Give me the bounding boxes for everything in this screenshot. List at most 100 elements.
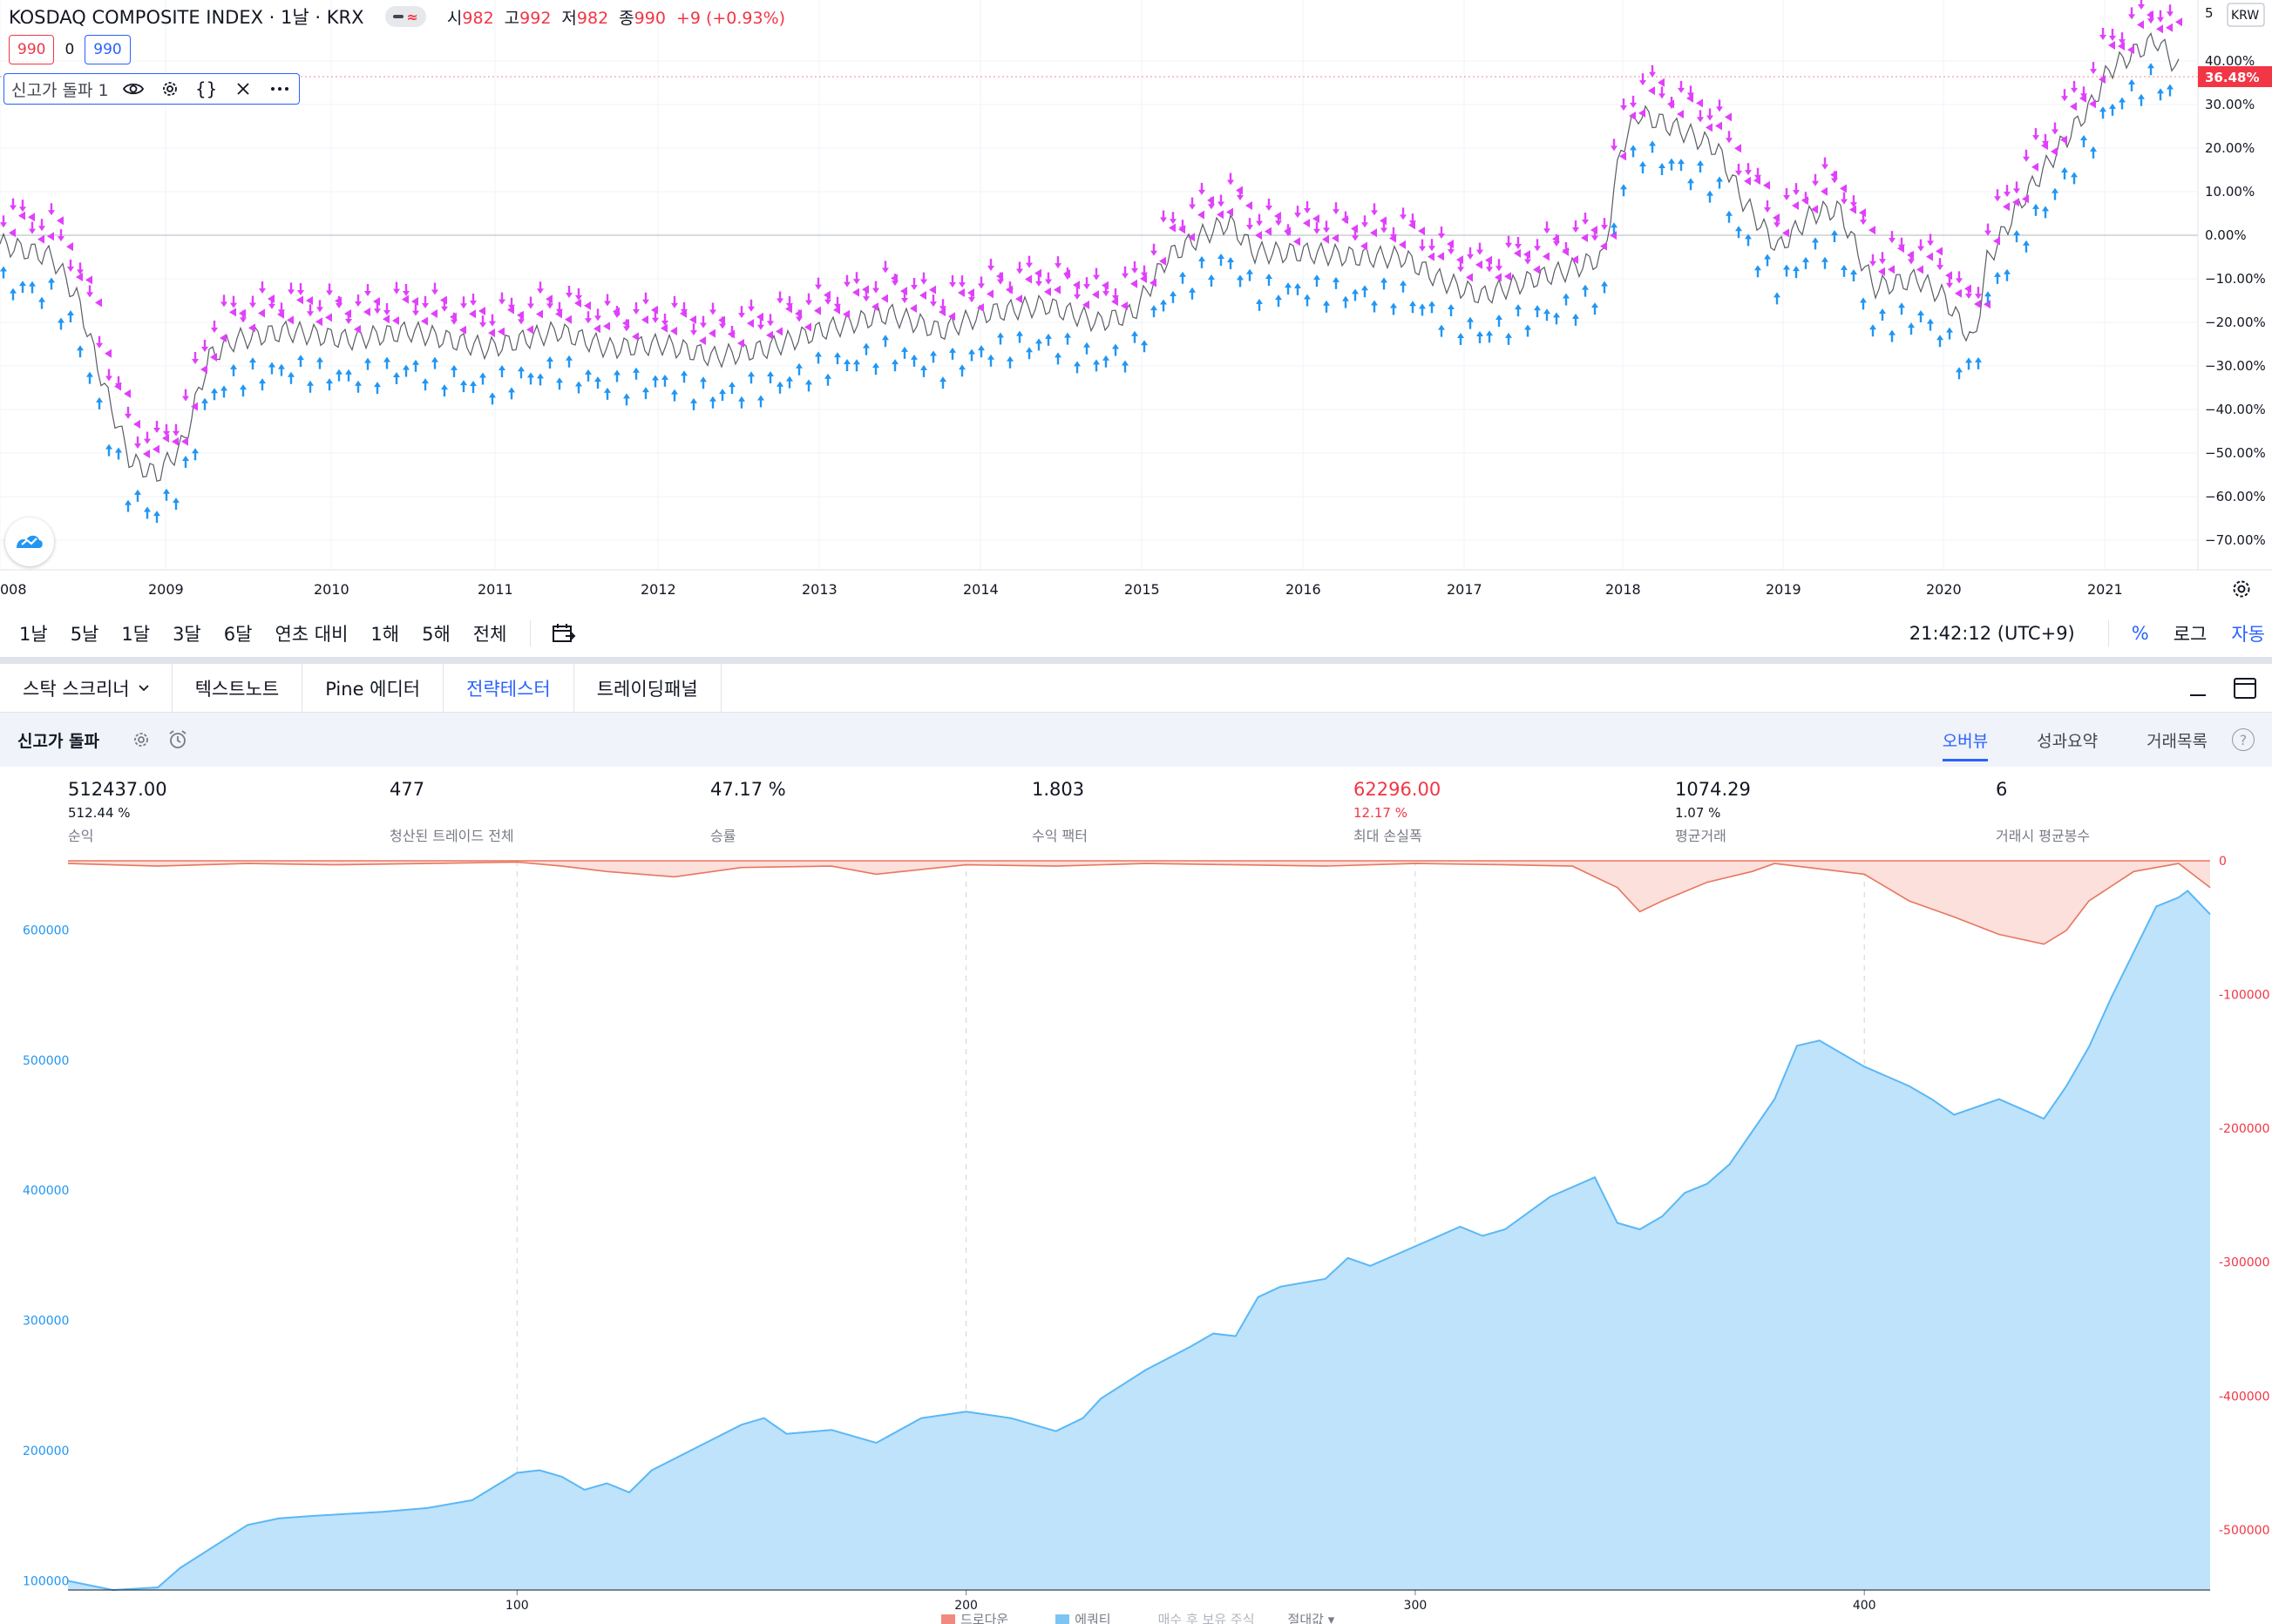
metric-label: 순익 xyxy=(68,828,94,844)
range-6m[interactable]: 6달 xyxy=(223,624,253,645)
alarm-clock-icon[interactable] xyxy=(166,727,190,752)
indicator-legend[interactable]: 신고가 돌파 1 {} xyxy=(3,73,300,105)
exit-marker-icon xyxy=(488,328,495,338)
buy-marker-icon xyxy=(230,363,237,376)
buy-button[interactable]: 990 xyxy=(85,35,131,64)
range-1d[interactable]: 1날 xyxy=(19,624,48,645)
buy-marker-icon xyxy=(1620,184,1627,197)
equity-legend: 드로다운 에쿼티 매수 후 보유 주식 절대값 ▾ xyxy=(941,1610,1334,1624)
exit-marker-icon xyxy=(57,216,64,226)
symbol-title[interactable]: KOSDAQ COMPOSITE INDEX · 1날 · KRX xyxy=(9,7,364,28)
metric-label: 최대 손실폭 xyxy=(1353,828,1422,844)
sell-marker-icon xyxy=(1457,260,1464,273)
panel-resize-handle[interactable] xyxy=(0,657,2272,664)
tab-stock-screener[interactable]: 스탁 스크리너 xyxy=(0,664,173,712)
time-tick-label: 2018 xyxy=(1605,581,1641,598)
range-5d[interactable]: 5날 xyxy=(70,624,99,645)
eye-icon[interactable] xyxy=(121,77,146,101)
metric-net-profit: 512437.00 512.44 % 순익 xyxy=(68,779,382,845)
range-all[interactable]: 전체 xyxy=(472,624,507,645)
drawdown-area xyxy=(68,861,2210,944)
goto-date-icon[interactable] xyxy=(543,623,585,644)
buy-marker-icon xyxy=(748,371,755,384)
metric-label: 수익 팩터 xyxy=(1032,828,1088,844)
legend-buy-hold[interactable]: 매수 후 보유 주식 xyxy=(1158,1610,1255,1624)
sell-marker-icon xyxy=(297,282,304,295)
exit-marker-icon xyxy=(1629,112,1636,121)
current-price-badge xyxy=(2198,66,2272,87)
exit-marker-icon xyxy=(2022,194,2029,204)
tab-text-notes[interactable]: 텍스트노트 xyxy=(173,664,303,712)
high-value: 992 xyxy=(519,8,552,28)
minimize-panel-icon[interactable] xyxy=(2187,664,2208,713)
clock-readout[interactable]: 21:42:12 (UTC+9) xyxy=(1909,623,2075,644)
range-3m[interactable]: 3달 xyxy=(173,624,201,645)
range-5y[interactable]: 5해 xyxy=(422,624,451,645)
right-tick-label: -400000 xyxy=(2219,1390,2270,1404)
tab-trade-list[interactable]: 거래목록 xyxy=(2147,731,2208,751)
more-icon[interactable] xyxy=(268,77,292,101)
buy-marker-icon xyxy=(1179,271,1186,284)
tab-performance-summary[interactable]: 성과요약 xyxy=(2037,731,2099,751)
buy-marker-icon xyxy=(1246,268,1253,281)
sell-marker-icon xyxy=(1246,218,1253,231)
legend-equity[interactable]: 에쿼티 xyxy=(1055,1610,1111,1624)
buy-marker-icon xyxy=(1256,298,1263,311)
tab-overview[interactable]: 오버뷰 xyxy=(1918,713,2012,767)
gear-icon[interactable] xyxy=(158,77,182,101)
exit-marker-icon xyxy=(2060,135,2067,145)
tradingview-logo-icon[interactable] xyxy=(5,518,54,566)
price-tick-label: 30.00% xyxy=(2205,97,2255,112)
auto-scale-toggle[interactable]: 자동 xyxy=(2231,624,2265,645)
sell-marker-icon xyxy=(1850,195,1857,208)
sell-marker-icon xyxy=(96,335,103,348)
exit-marker-icon xyxy=(1706,123,1712,132)
legend-drawdown[interactable]: 드로다운 xyxy=(941,1610,1008,1624)
exit-marker-icon xyxy=(66,242,73,252)
sell-marker-icon xyxy=(1035,274,1042,287)
buy-marker-icon xyxy=(767,370,774,383)
exit-marker-icon xyxy=(1734,144,1741,153)
price-chart-pane[interactable]: 5 KRW 40.00% 30.00% 20.00% 10.00% 0.00% −10.00%… xyxy=(0,0,2272,610)
log-scale-toggle[interactable]: 로그 xyxy=(2173,624,2208,645)
exit-marker-icon xyxy=(1888,265,1895,274)
percent-scale-toggle[interactable]: % xyxy=(2131,623,2149,644)
buy-marker-icon xyxy=(1102,355,1109,368)
sell-marker-icon xyxy=(1831,171,1838,184)
buy-marker-icon xyxy=(105,443,112,457)
sell-button[interactable]: 990 xyxy=(9,35,55,64)
equity-chart[interactable]: 100 200 300 400 600000 500000 400000 300000 2000… xyxy=(0,845,2272,1612)
currency-button[interactable] xyxy=(2227,3,2265,27)
buy-marker-icon xyxy=(1198,255,1205,268)
buy-marker-icon xyxy=(1285,282,1292,295)
range-1y[interactable]: 1해 xyxy=(370,624,400,645)
sell-marker-icon xyxy=(1102,284,1109,297)
exit-marker-icon xyxy=(133,419,140,429)
axis-settings-gear-icon[interactable] xyxy=(2228,575,2255,603)
help-icon[interactable]: ? xyxy=(2232,728,2255,751)
sell-marker-icon xyxy=(240,310,247,323)
strategy-settings-gear-icon[interactable] xyxy=(129,727,153,752)
range-1m[interactable]: 1달 xyxy=(121,624,151,645)
buy-marker-icon xyxy=(1563,293,1570,306)
symbol-status-badge[interactable]: ≈ xyxy=(384,6,426,27)
sell-marker-icon xyxy=(364,283,371,296)
range-ytd[interactable]: 연초 대비 xyxy=(275,624,349,645)
sell-marker-icon xyxy=(2090,62,2097,75)
price-chart-canvas[interactable]: 5 KRW 40.00% 30.00% 20.00% 10.00% 0.00% −10.00%… xyxy=(0,0,2272,610)
braces-icon[interactable]: {} xyxy=(194,78,218,99)
exit-marker-icon xyxy=(584,301,591,310)
exit-marker-icon xyxy=(1245,201,1252,211)
tab-pine-editor[interactable]: Pine 에디터 xyxy=(302,664,444,712)
sell-marker-icon xyxy=(1936,258,1943,271)
legend-absolute-dropdown[interactable]: 절대값 ▾ xyxy=(1288,1610,1335,1624)
sell-marker-icon xyxy=(1285,224,1292,237)
tab-strategy-tester[interactable]: 전략테스터 xyxy=(444,664,574,712)
exit-marker-icon xyxy=(1763,180,1770,190)
exit-marker-icon xyxy=(354,324,361,334)
buy-marker-icon xyxy=(1735,226,1742,239)
maximize-panel-icon[interactable] xyxy=(2233,664,2257,713)
close-icon[interactable] xyxy=(231,77,255,101)
sell-marker-icon xyxy=(77,262,84,275)
tab-trading-panel[interactable]: 트레이딩패널 xyxy=(574,664,722,712)
